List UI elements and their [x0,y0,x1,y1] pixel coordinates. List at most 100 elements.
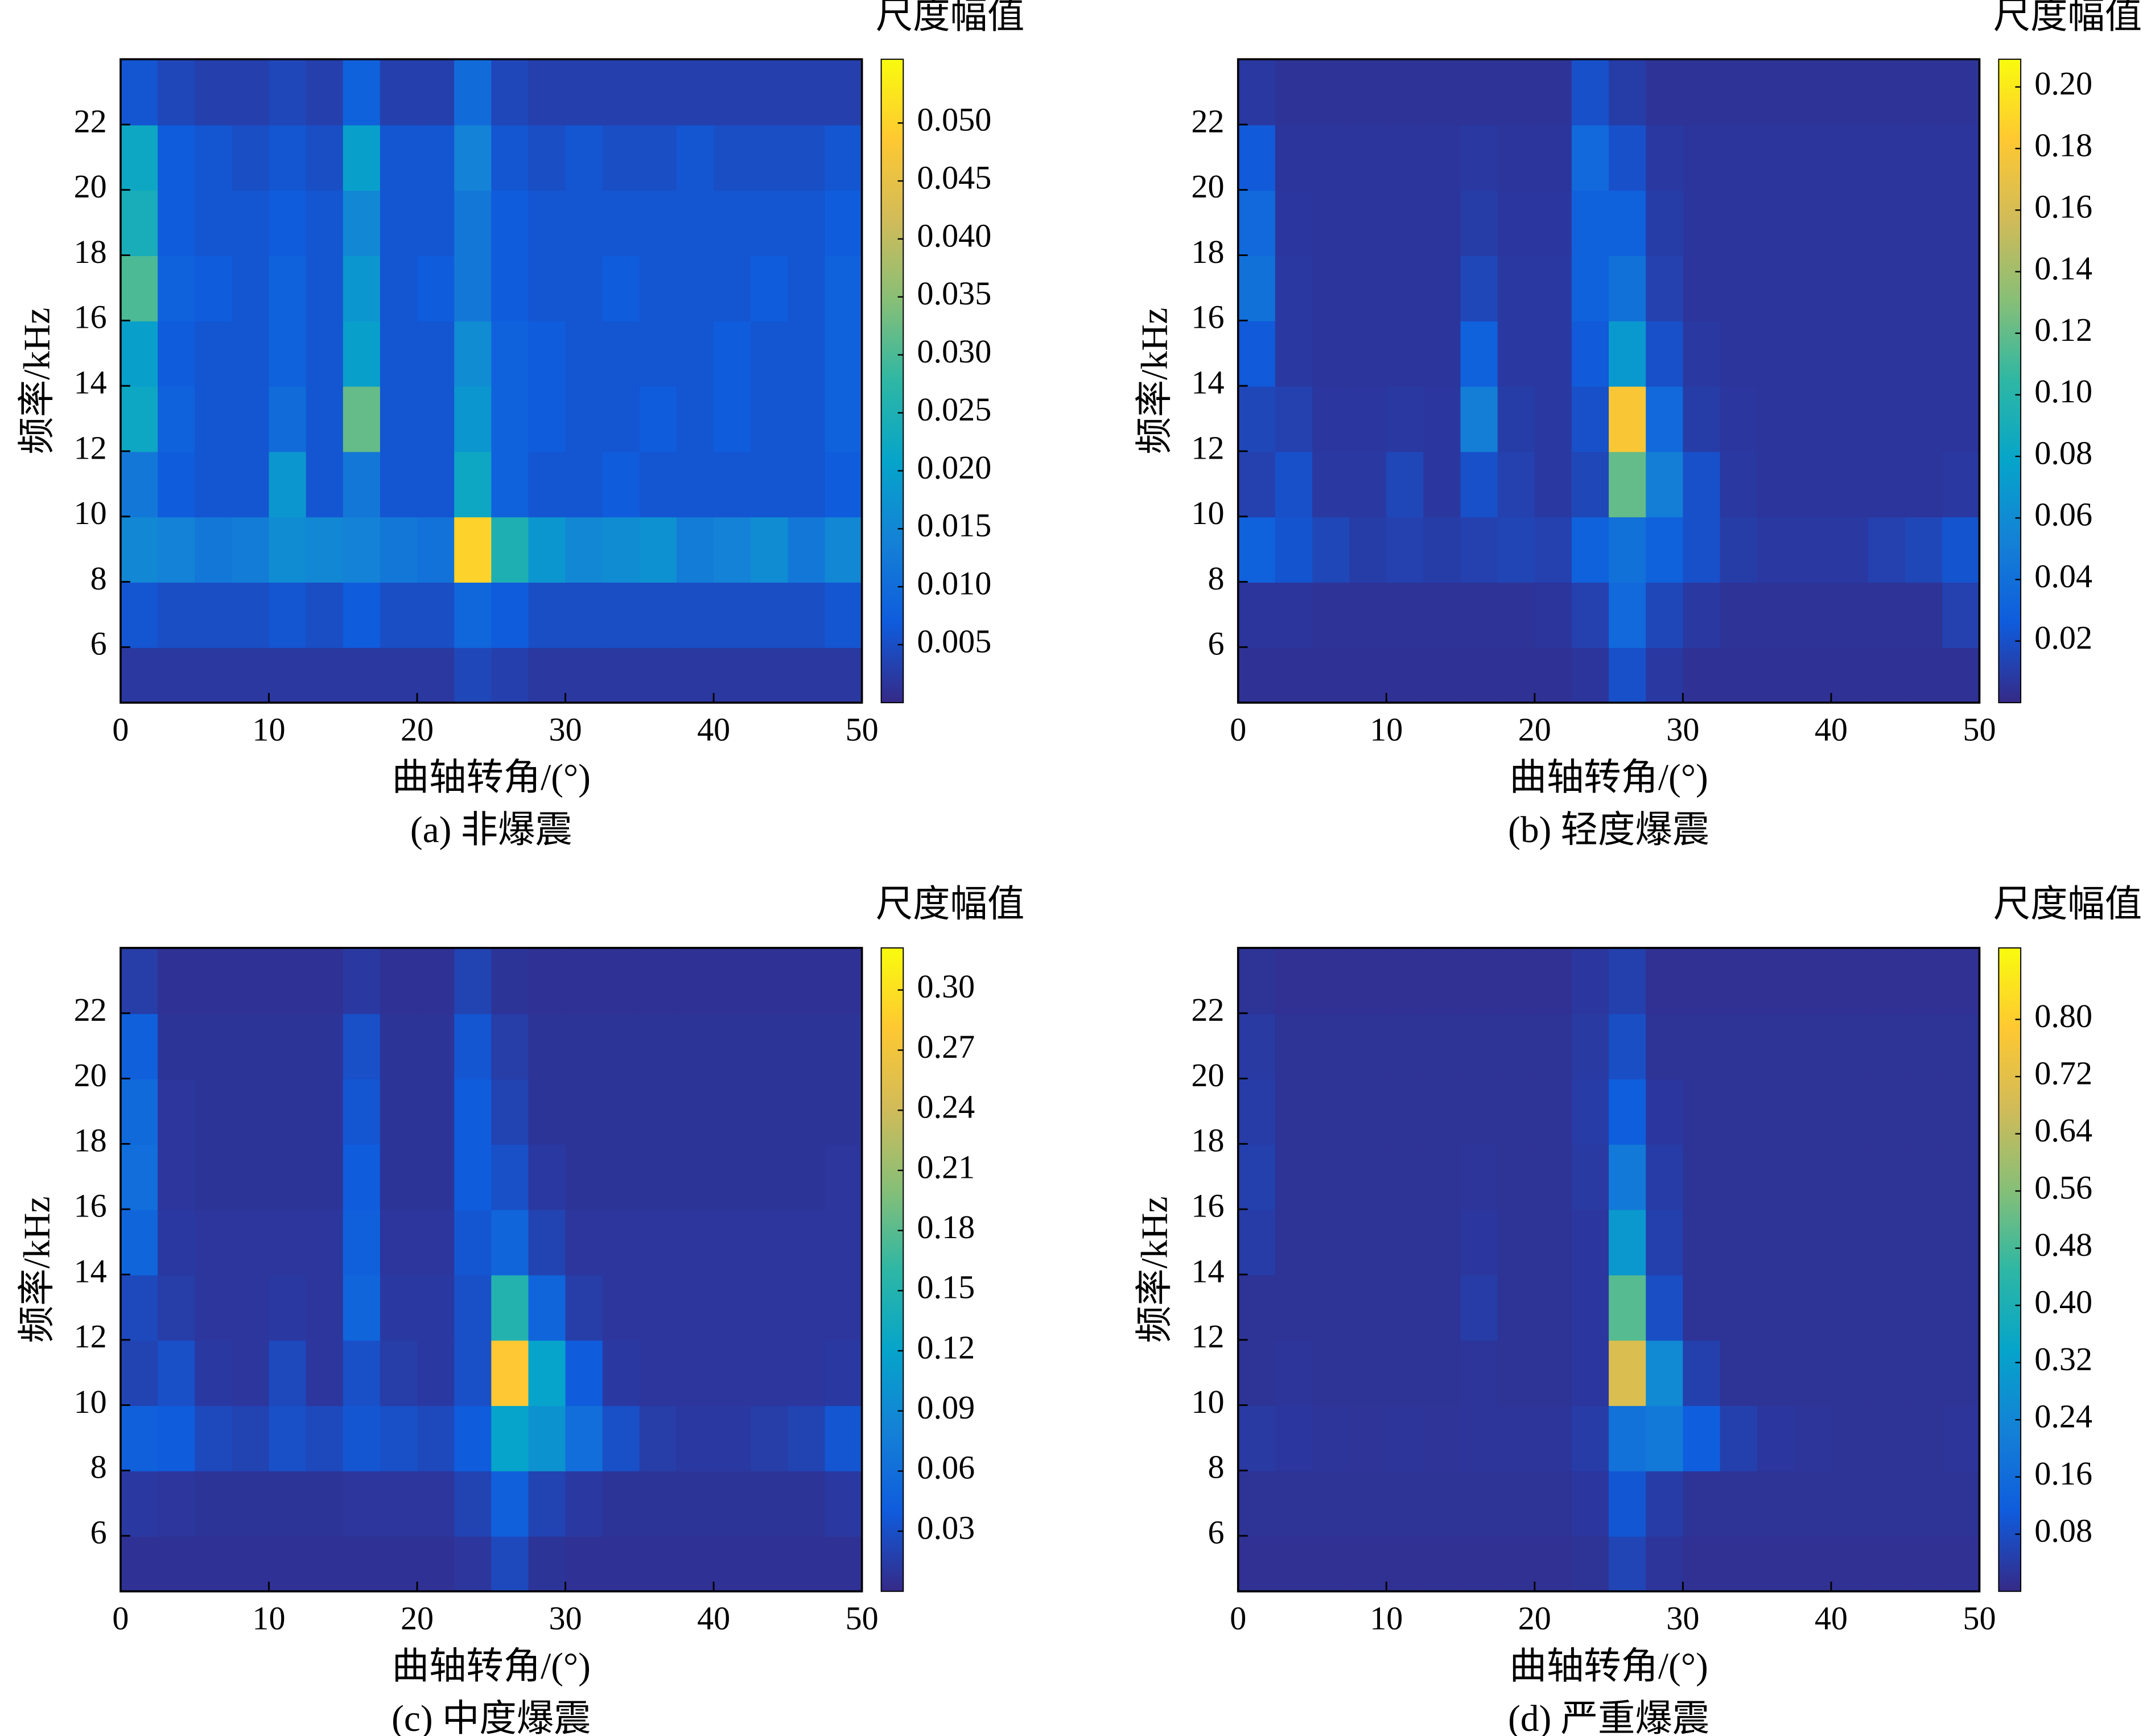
heatmap-cell [1275,1470,1313,1537]
heatmap-cell [1497,516,1536,583]
heatmap-cell [1609,1013,1647,1080]
heatmap-cell [454,1470,492,1537]
heatmap-cell [1868,1339,1906,1407]
heatmap-cell [269,124,307,191]
x-tick-label: 40 [697,711,730,748]
heatmap-cell [825,1078,862,1145]
heatmap-cell [1275,59,1313,126]
heatmap-cell [306,1339,344,1407]
colorbar-tick-label: 0.16 [2034,188,2092,225]
heatmap-cell [491,320,529,387]
heatmap-cell [232,1536,270,1591]
heatmap-cell [1720,1274,1758,1341]
heatmap-cell [1905,1078,1943,1145]
heatmap-cell [1868,1078,1906,1145]
heatmap-cell [1312,451,1350,518]
heatmap-cell [1831,255,1869,321]
heatmap-cell [1942,1078,1980,1145]
heatmap-cell [565,1470,604,1537]
heatmap-cell [343,386,381,452]
heatmap-cell [1571,1405,1610,1471]
heatmap-cell [1497,320,1536,387]
colorbar-tick-label: 0.02 [2034,619,2092,656]
heatmap-cell [306,59,344,126]
heatmap-cell [1646,124,1684,191]
heatmap-cell [602,386,641,452]
heatmap-cell [1831,386,1869,452]
colorbar-tick-label: 0.40 [2034,1283,2092,1320]
heatmap-cell [1794,386,1832,452]
heatmap-cell [1571,451,1610,518]
heatmap-cell [454,124,492,191]
heatmap-cell [1275,124,1313,191]
heatmap-cell [565,1209,604,1276]
heatmap-cell [1868,1536,1906,1591]
heatmap-cell [491,386,529,452]
heatmap-cell [1831,647,1869,703]
heatmap-cell [1497,1209,1536,1276]
heatmap-cell [417,1405,455,1471]
heatmap-cell [751,582,789,648]
heatmap-cell [1349,1013,1387,1080]
heatmap-cell [1609,1209,1647,1276]
heatmap-cell [1423,451,1461,518]
y-tick-label: 8 [1208,560,1224,597]
heatmap-cell [1646,1274,1684,1341]
heatmap-cell [120,1078,159,1145]
heatmap-cell [1312,59,1350,126]
heatmap-cell [1423,1078,1461,1145]
heatmap-cell [751,1013,789,1080]
heatmap-cell [343,59,381,126]
heatmap-cell [380,582,418,648]
heatmap-cell [306,1013,344,1080]
caption: (d) 严重爆震 [1508,1698,1709,1736]
x-tick-label: 40 [697,1599,730,1636]
heatmap-cell [565,1536,604,1591]
heatmap-cell [1312,1405,1350,1471]
heatmap-cell [1460,451,1499,518]
y-tick-label: 16 [1191,299,1224,336]
heatmap-cell [454,1339,492,1407]
heatmap-cell [751,189,789,256]
heatmap-cell [825,451,862,518]
heatmap-cell [1942,59,1980,126]
heatmap-cell [1794,59,1832,126]
heatmap-cell [602,1078,641,1145]
heatmap-cell [491,255,529,321]
heatmap-cell [1423,1405,1461,1471]
heatmap-cell [195,1470,233,1537]
heatmap-cell [158,59,196,126]
heatmap-cell [602,124,641,191]
heatmap-cell [454,1209,492,1276]
heatmap-cell [269,1144,307,1210]
heatmap-cell [343,516,381,583]
heatmap-cell [1460,255,1499,321]
heatmap-cell [1794,647,1832,703]
heatmap-cell [1349,516,1387,583]
heatmap-cell [788,1209,826,1276]
heatmap-cell [491,1013,529,1080]
heatmap-cell [195,451,233,518]
heatmap-cell [1905,451,1943,518]
heatmap-cell [306,582,344,648]
heatmap-cell [1497,1470,1536,1537]
heatmap-cell [343,1013,381,1080]
heatmap-cell [1609,647,1647,703]
heatmap-cell [1609,451,1647,518]
heatmap-cell [1386,189,1424,256]
heatmap-cell [825,947,862,1015]
heatmap-cell [1683,1536,1721,1591]
heatmap-cell [714,386,752,452]
heatmap-cell [1683,1339,1721,1407]
heatmap-cell [639,1470,678,1537]
heatmap-cells [1238,59,1980,703]
heatmap-cell [1423,647,1461,703]
heatmap-cell [454,582,492,648]
x-tick-label: 50 [846,711,879,748]
heatmap-cell [1534,451,1573,518]
heatmap-cell [1312,255,1350,321]
heatmap-cell [1386,1339,1424,1407]
heatmap-cell [1646,59,1684,126]
heatmap-cell [195,1274,233,1341]
heatmap-cell [1794,451,1832,518]
